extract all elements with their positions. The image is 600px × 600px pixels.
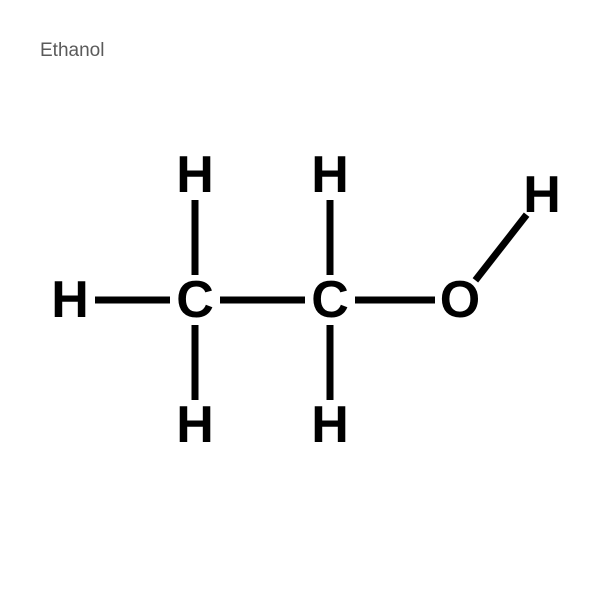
bond xyxy=(475,215,526,281)
atom-label: H xyxy=(51,271,89,329)
atom-label: H xyxy=(176,396,214,454)
atom-label: C xyxy=(176,271,214,329)
atom-label: H xyxy=(176,146,214,204)
molecule-diagram: HCCOHHHHH xyxy=(0,0,600,600)
atom-label: H xyxy=(523,166,561,224)
atom-label: C xyxy=(311,271,349,329)
atom-label: H xyxy=(311,146,349,204)
atom-label: O xyxy=(440,271,480,329)
atom-label: H xyxy=(311,396,349,454)
